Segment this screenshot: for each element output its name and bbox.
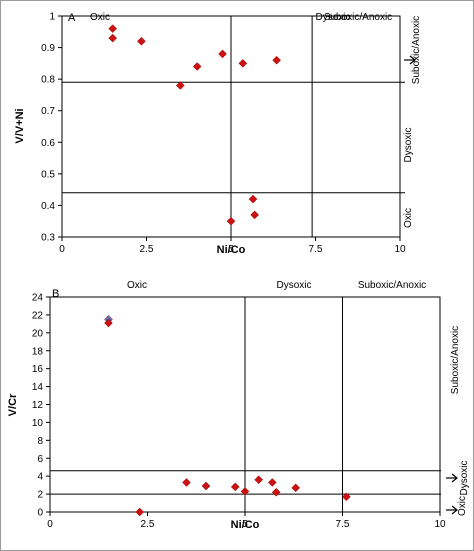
panel-a-y-axis-label: V/V+Ni: [14, 108, 26, 143]
panel-a-data-point: [108, 24, 118, 33]
panel-a-data-point: [250, 210, 260, 220]
panel-a-zone-label-side: Dysoxic: [403, 127, 414, 162]
panel-b-data-point: [254, 475, 264, 485]
panel-b-zone-label-top: Dysoxic: [276, 280, 311, 291]
panel-a-x-tick-label: 10: [394, 244, 406, 255]
panel-b-x-axis-label: Ni/Co: [231, 519, 260, 531]
panel-b-data-point: [104, 318, 113, 328]
panel-b-y-tick-label: 0: [37, 508, 43, 519]
panel-b-y-tick-label: 12: [32, 400, 44, 411]
panel-b-x-tick-label: 0: [47, 519, 53, 530]
panel-a-data-point: [192, 62, 202, 71]
panel-a-y-tick-label: 0.3: [41, 233, 55, 244]
panel-a-y-tick-label: 0.8: [41, 75, 55, 86]
panel-a-arrowhead-icon: [409, 55, 416, 65]
panel-b-x-tick-label: 7.5: [336, 519, 350, 530]
panel-a-data-point: [238, 59, 248, 68]
panel-b-data-point: [201, 481, 211, 491]
panel-b-y-tick-label: 16: [32, 364, 44, 375]
panel-b-zone-label-side: Dysoxic: [459, 460, 470, 495]
panel-b-data-point: [291, 483, 301, 493]
panel-b-y-tick-label: 8: [37, 436, 43, 447]
panel-a-label: A: [68, 12, 76, 24]
panel-a-zone-label-top: Suboxic/Anoxic: [324, 12, 392, 23]
panel-b-data-point: [342, 492, 351, 502]
panel-b-x-tick-label: 5: [242, 519, 248, 530]
panel-a-zone-label-top: Oxic: [90, 12, 110, 23]
panel-a-x-tick-label: 7.5: [309, 244, 323, 255]
panel-a-y-tick-label: 0.6: [41, 138, 55, 149]
panel-b-arrowhead-icon: [451, 505, 458, 515]
panel-a-data-point: [272, 55, 281, 65]
panel-b-zone-label-top: Oxic: [127, 280, 147, 291]
panel-b-data-point: [182, 478, 191, 487]
panel-b-zone-label-side: Oxic: [457, 496, 468, 516]
panel-a-data-point: [108, 33, 118, 43]
panel-a-data-point: [226, 216, 236, 226]
panel-b-x-tick-label: 10: [434, 519, 446, 530]
panel-b-zone-label-top: Suboxic/Anoxic: [358, 280, 426, 291]
panel-b-y-tick-label: 20: [32, 328, 44, 339]
panel-a-y-tick-label: 1: [49, 12, 55, 23]
panel-b-y-tick-label: 22: [32, 310, 44, 321]
panel-b-data-point: [135, 507, 145, 517]
panel-a-y-tick-label: 0.4: [41, 201, 55, 212]
panel-a-data-point: [218, 49, 227, 59]
panel-b-data-point: [230, 482, 240, 492]
panel-a-zone-label-top: Dysoxic: [315, 12, 350, 23]
panel-a-zone-label-side: Suboxic/Anoxic: [411, 16, 422, 84]
panel-b-y-tick-label: 18: [32, 346, 44, 357]
panel-b-data-point: [271, 487, 281, 497]
panel-b-label: B: [52, 288, 59, 300]
panel-a-y-tick-label: 0.7: [41, 106, 55, 117]
panel-a-x-tick-label: 0: [59, 244, 65, 255]
panel-a-x-tick-label: 5: [228, 244, 234, 255]
panel-a-zone-label-side: Oxic: [403, 208, 414, 228]
panel-a-x-axis-label: Ni/Co: [217, 244, 246, 256]
panel-b-y-tick-label: 10: [32, 418, 44, 429]
panel-a-data-point: [175, 81, 185, 90]
panel-b-zone-label-side: Suboxic/Anoxic: [450, 326, 461, 394]
panel-a-data-point: [137, 36, 146, 46]
panel-b-y-tick-label: 14: [32, 382, 44, 393]
panel-b-data-point: [267, 478, 277, 487]
panel-b-data-point: [240, 487, 250, 496]
panel-b-x-tick-label: 2.5: [141, 519, 155, 530]
panel-b-arrowhead-icon: [451, 473, 458, 483]
panel-a-y-tick-label: 0.5: [41, 169, 55, 180]
panel-b-y-axis-label: V/Cr: [7, 393, 19, 416]
panel-a-group: 0.30.40.50.60.70.80.910 2.5 5 7.5 10Ni/CoV/V…: [14, 12, 422, 257]
panel-b-y-tick-label: 2: [37, 490, 43, 501]
panel-a-y-tick-label: 0.9: [41, 43, 55, 54]
panel-b-y-tick-label: 6: [37, 454, 43, 465]
panel-a-x-tick-label: 2.5: [140, 244, 154, 255]
panel-b-y-tick-label: 4: [37, 472, 43, 483]
panel-a-data-point: [248, 194, 258, 204]
panel-b-y-tick-label: 24: [32, 293, 44, 304]
